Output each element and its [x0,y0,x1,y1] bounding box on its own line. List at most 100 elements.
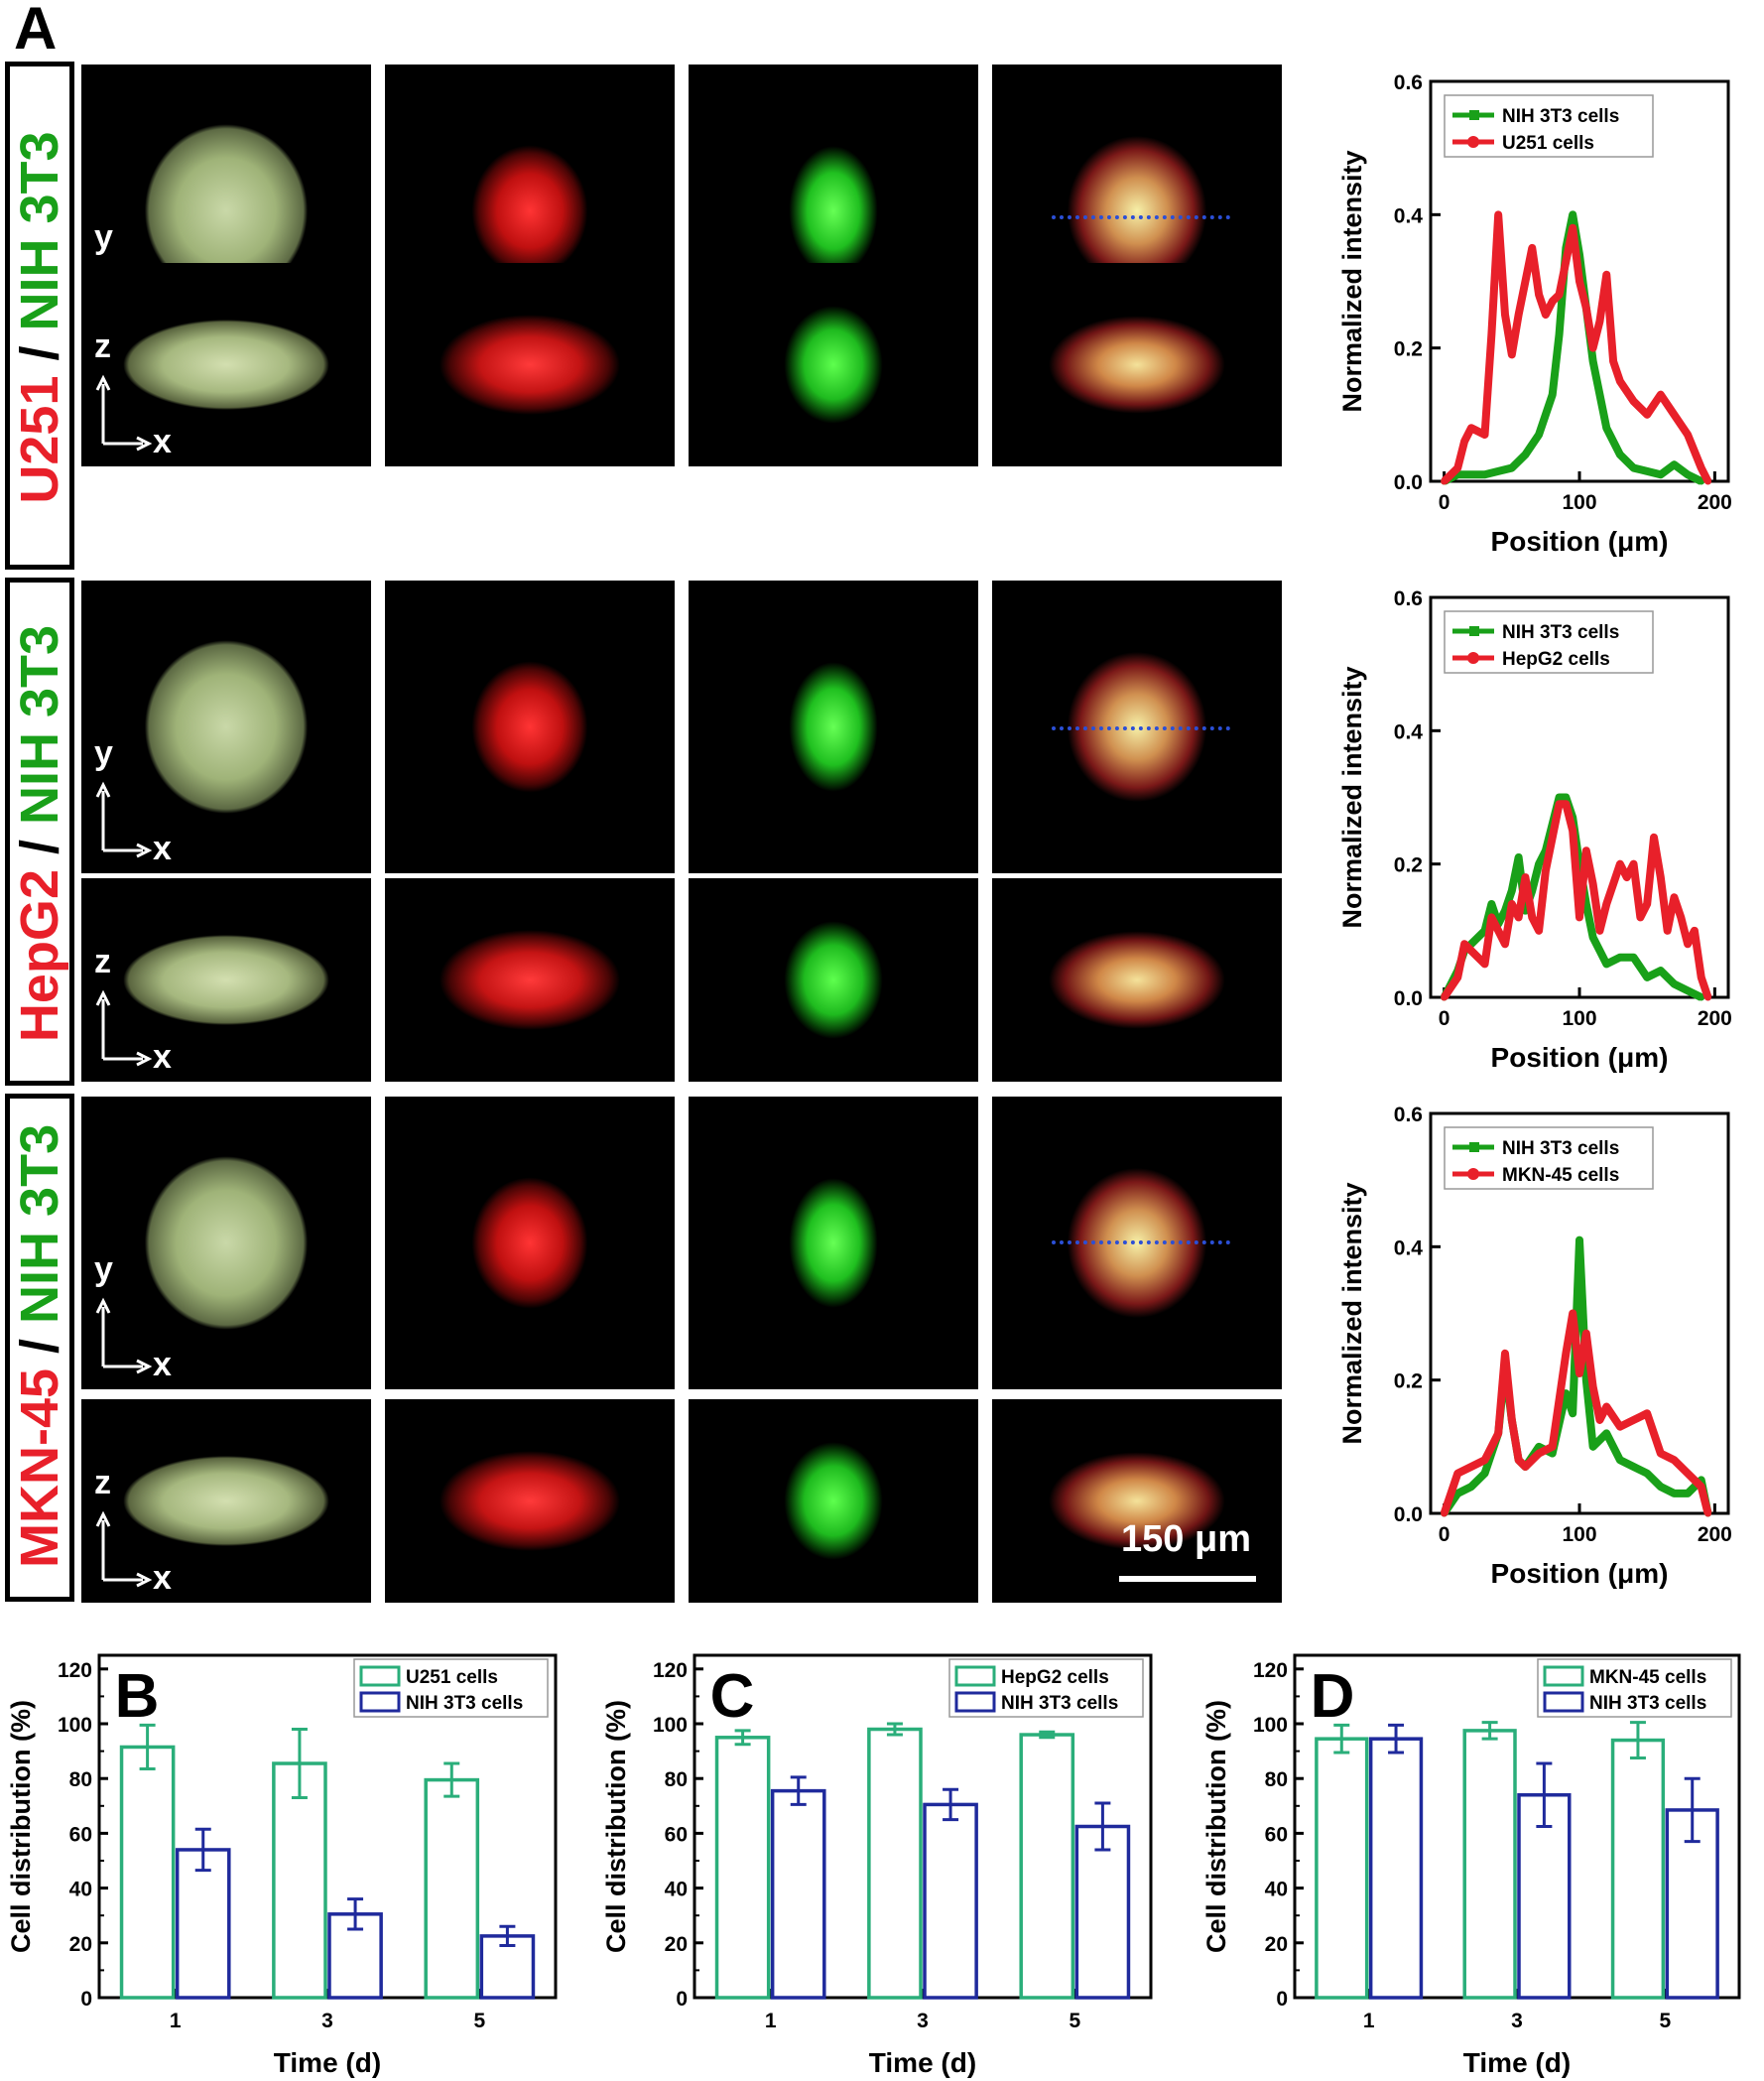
intensity-profile-chart-1: 0.0 0.2 0.4 0.6 0 100 200 Position (μm) Normaliz… [1337,71,1732,557]
x-tick-label: 100 [1562,1523,1596,1546]
data-point [1630,397,1638,405]
y-tick-label: 0.4 [1394,1236,1424,1259]
y-tick-label: 0.6 [1394,587,1423,610]
data-point [1698,974,1705,981]
data-point [1698,993,1705,1001]
legend-marker [1467,1168,1479,1180]
data-point [1643,1470,1651,1478]
y-tick-label: 120 [58,1659,92,1682]
micrograph-merge-xz [992,878,1282,1082]
profile-line [1052,1240,1230,1244]
row-label-2: HepG2 / NIH 3T3 [9,615,70,1052]
data-point [1684,470,1692,478]
y-tick-label: 100 [653,1714,688,1737]
data-point [1643,411,1651,419]
data-point [1684,431,1692,439]
legend-marker [1467,136,1479,148]
data-point [1582,1330,1590,1338]
y-tick-label: 120 [1253,1659,1288,1682]
data-point [1481,960,1489,968]
x-tick-label: 1 [1363,2010,1375,2032]
bar-nih3t3 [923,1802,978,2000]
legend-box [1444,1126,1654,1190]
profile-line [1052,726,1230,730]
x-tick-label: 100 [1562,491,1596,514]
data-point [1595,318,1603,325]
legend-label: NIH 3T3 cells [406,1693,523,1714]
bar-cancer [714,1736,771,2000]
legend-marker [1469,110,1479,120]
axes-indicator-icon [95,374,153,452]
x-tick-label: 3 [1511,2010,1523,2032]
y-tick-label: 0.6 [1394,1104,1423,1126]
data-point [1562,1350,1570,1358]
x-tick-label: 0 [1439,1007,1450,1030]
data-point [1630,860,1638,868]
y-tick-label: 20 [1265,1933,1288,1956]
data-point [1670,460,1678,468]
series-line-cancer [1441,210,1712,484]
data-point [1589,1382,1597,1390]
data-point [1684,940,1692,948]
y-tick-label: 0.0 [1394,987,1423,1010]
data-point [1549,391,1557,399]
data-point [1575,278,1583,285]
panel-label-c: C [710,1662,755,1731]
legend-swatch [359,1665,401,1687]
data-point [1602,271,1610,279]
data-point [1508,900,1516,908]
row-label-2-green: NIH 3T3 [10,624,69,825]
data-point [1616,860,1624,868]
data-point [1467,947,1475,955]
series-line-cancer [1440,1309,1712,1515]
profile-line [1052,215,1230,219]
legend-label: NIH 3T3 cells [1502,1138,1619,1159]
axis-vertical-label: z [94,1464,111,1501]
legend-marker [1469,1142,1479,1152]
data-point [1602,960,1610,968]
data-point [1684,1490,1692,1497]
bar-cancer [867,1727,923,2000]
data-point [1535,431,1543,439]
row-label-1-green: NIH 3T3 [10,131,69,331]
data-point [1494,1429,1502,1437]
micrograph-red-xy [385,581,675,873]
y-axis-label: Cell distribution (%) [601,1700,631,1953]
data-point [1501,311,1509,319]
y-tick-label: 80 [69,1768,92,1791]
legend-marker [1467,652,1479,664]
data-point [1643,900,1651,908]
data-point [1467,1483,1475,1491]
data-point [1508,887,1516,895]
data-point [1562,794,1570,801]
data-point [1623,873,1631,881]
x-axis-label: Time (d) [1463,2047,1571,2078]
x-tick-label: 3 [321,2010,333,2032]
bar-nih3t3 [1074,1824,1131,2000]
y-axis-label: Normalized intensity [1337,666,1367,928]
bar-cancer [424,1777,480,2000]
data-point [1684,1470,1692,1478]
data-point [1494,210,1502,218]
micrograph-green-xz [689,263,978,466]
data-point [1602,424,1610,432]
x-tick-label: 5 [1069,2010,1080,2032]
micrograph-red-xz [385,1399,675,1603]
legend-label: NIH 3T3 cells [1589,1693,1706,1714]
micrograph-green-xz [689,1399,978,1603]
data-point [1515,913,1523,921]
data-point [1501,1350,1509,1358]
data-point [1664,927,1672,935]
data-point [1487,330,1495,338]
data-point [1556,800,1564,808]
row-label-1-sep: / [10,330,69,376]
legend-label: MKN-45 cells [1502,1165,1619,1186]
row-label-2-sep: / [10,825,69,870]
data-point [1441,1509,1449,1517]
data-point [1467,1463,1475,1471]
micrograph-red-xy [385,1097,675,1389]
row-label-3-red: MKN-45 [10,1367,69,1568]
